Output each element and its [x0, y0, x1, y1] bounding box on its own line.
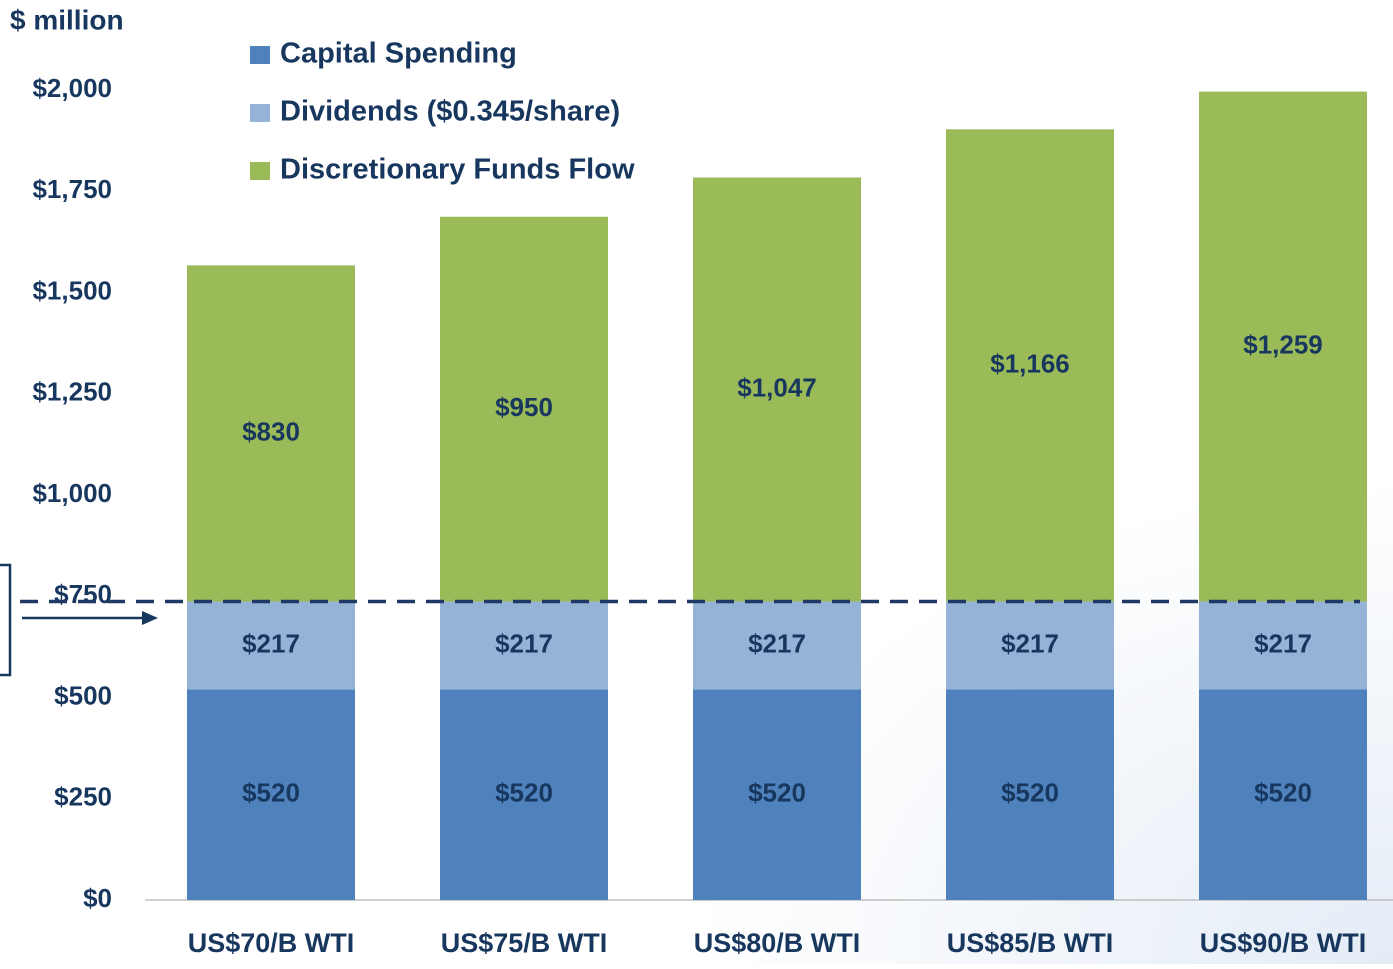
value-label: $950 [495, 392, 553, 422]
bar-segment [1199, 689, 1367, 900]
bar-segment [693, 177, 861, 602]
bracket [0, 563, 12, 677]
value-label: $217 [1001, 628, 1059, 658]
legend-label: Capital Spending [280, 38, 517, 70]
x-tick-label: US$85/B WTI [947, 928, 1114, 958]
arrow-head [142, 611, 158, 625]
value-label: $1,259 [1243, 329, 1323, 359]
value-label: $520 [495, 778, 553, 808]
value-label: $217 [495, 628, 553, 658]
bar-segment [187, 689, 355, 900]
x-tick-label: US$80/B WTI [694, 928, 861, 958]
y-tick-label: $0 [83, 883, 112, 913]
y-tick-label: $1,250 [32, 377, 112, 407]
legend-swatch [250, 46, 270, 64]
value-label: $1,166 [990, 348, 1070, 378]
value-label: $520 [1001, 778, 1059, 808]
bar-segment [693, 689, 861, 900]
legend-swatch [250, 162, 270, 180]
bar-segment [187, 601, 355, 690]
bar-segment [187, 265, 355, 602]
legend-swatch [250, 104, 270, 122]
value-label: $217 [1254, 628, 1312, 658]
y-tick-label: $2,000 [32, 73, 112, 103]
bar-segment [440, 601, 608, 690]
value-label: $217 [748, 628, 806, 658]
bar-segment [1199, 91, 1367, 602]
legend-label: Discretionary Funds Flow [280, 154, 635, 186]
y-tick-label: $1,750 [32, 174, 112, 204]
y-tick-label: $1,000 [32, 478, 112, 508]
bar-segment [440, 216, 608, 602]
value-label: $217 [242, 628, 300, 658]
x-tick-label: US$70/B WTI [188, 928, 355, 958]
bar-segment [946, 601, 1114, 690]
value-label: $1,047 [737, 372, 817, 402]
value-label: $520 [1254, 778, 1312, 808]
bar-segment [946, 689, 1114, 900]
x-tick-label: US$75/B WTI [441, 928, 608, 958]
value-label: $830 [242, 416, 300, 446]
value-label: $520 [748, 778, 806, 808]
y-tick-label: $500 [54, 680, 112, 710]
x-tick-label: US$90/B WTI [1200, 928, 1367, 958]
y-tick-label: $250 [54, 782, 112, 812]
bar-segment [440, 689, 608, 900]
y-tick-label: $1,500 [32, 275, 112, 305]
bar-segment [1199, 601, 1367, 690]
value-label: $520 [242, 778, 300, 808]
y-axis-label: $ million [10, 4, 124, 35]
bar-segment [693, 601, 861, 690]
legend-label: Dividends ($0.345/share) [280, 96, 620, 128]
y-tick-label: $750 [54, 579, 112, 609]
bar-segment [946, 129, 1114, 602]
